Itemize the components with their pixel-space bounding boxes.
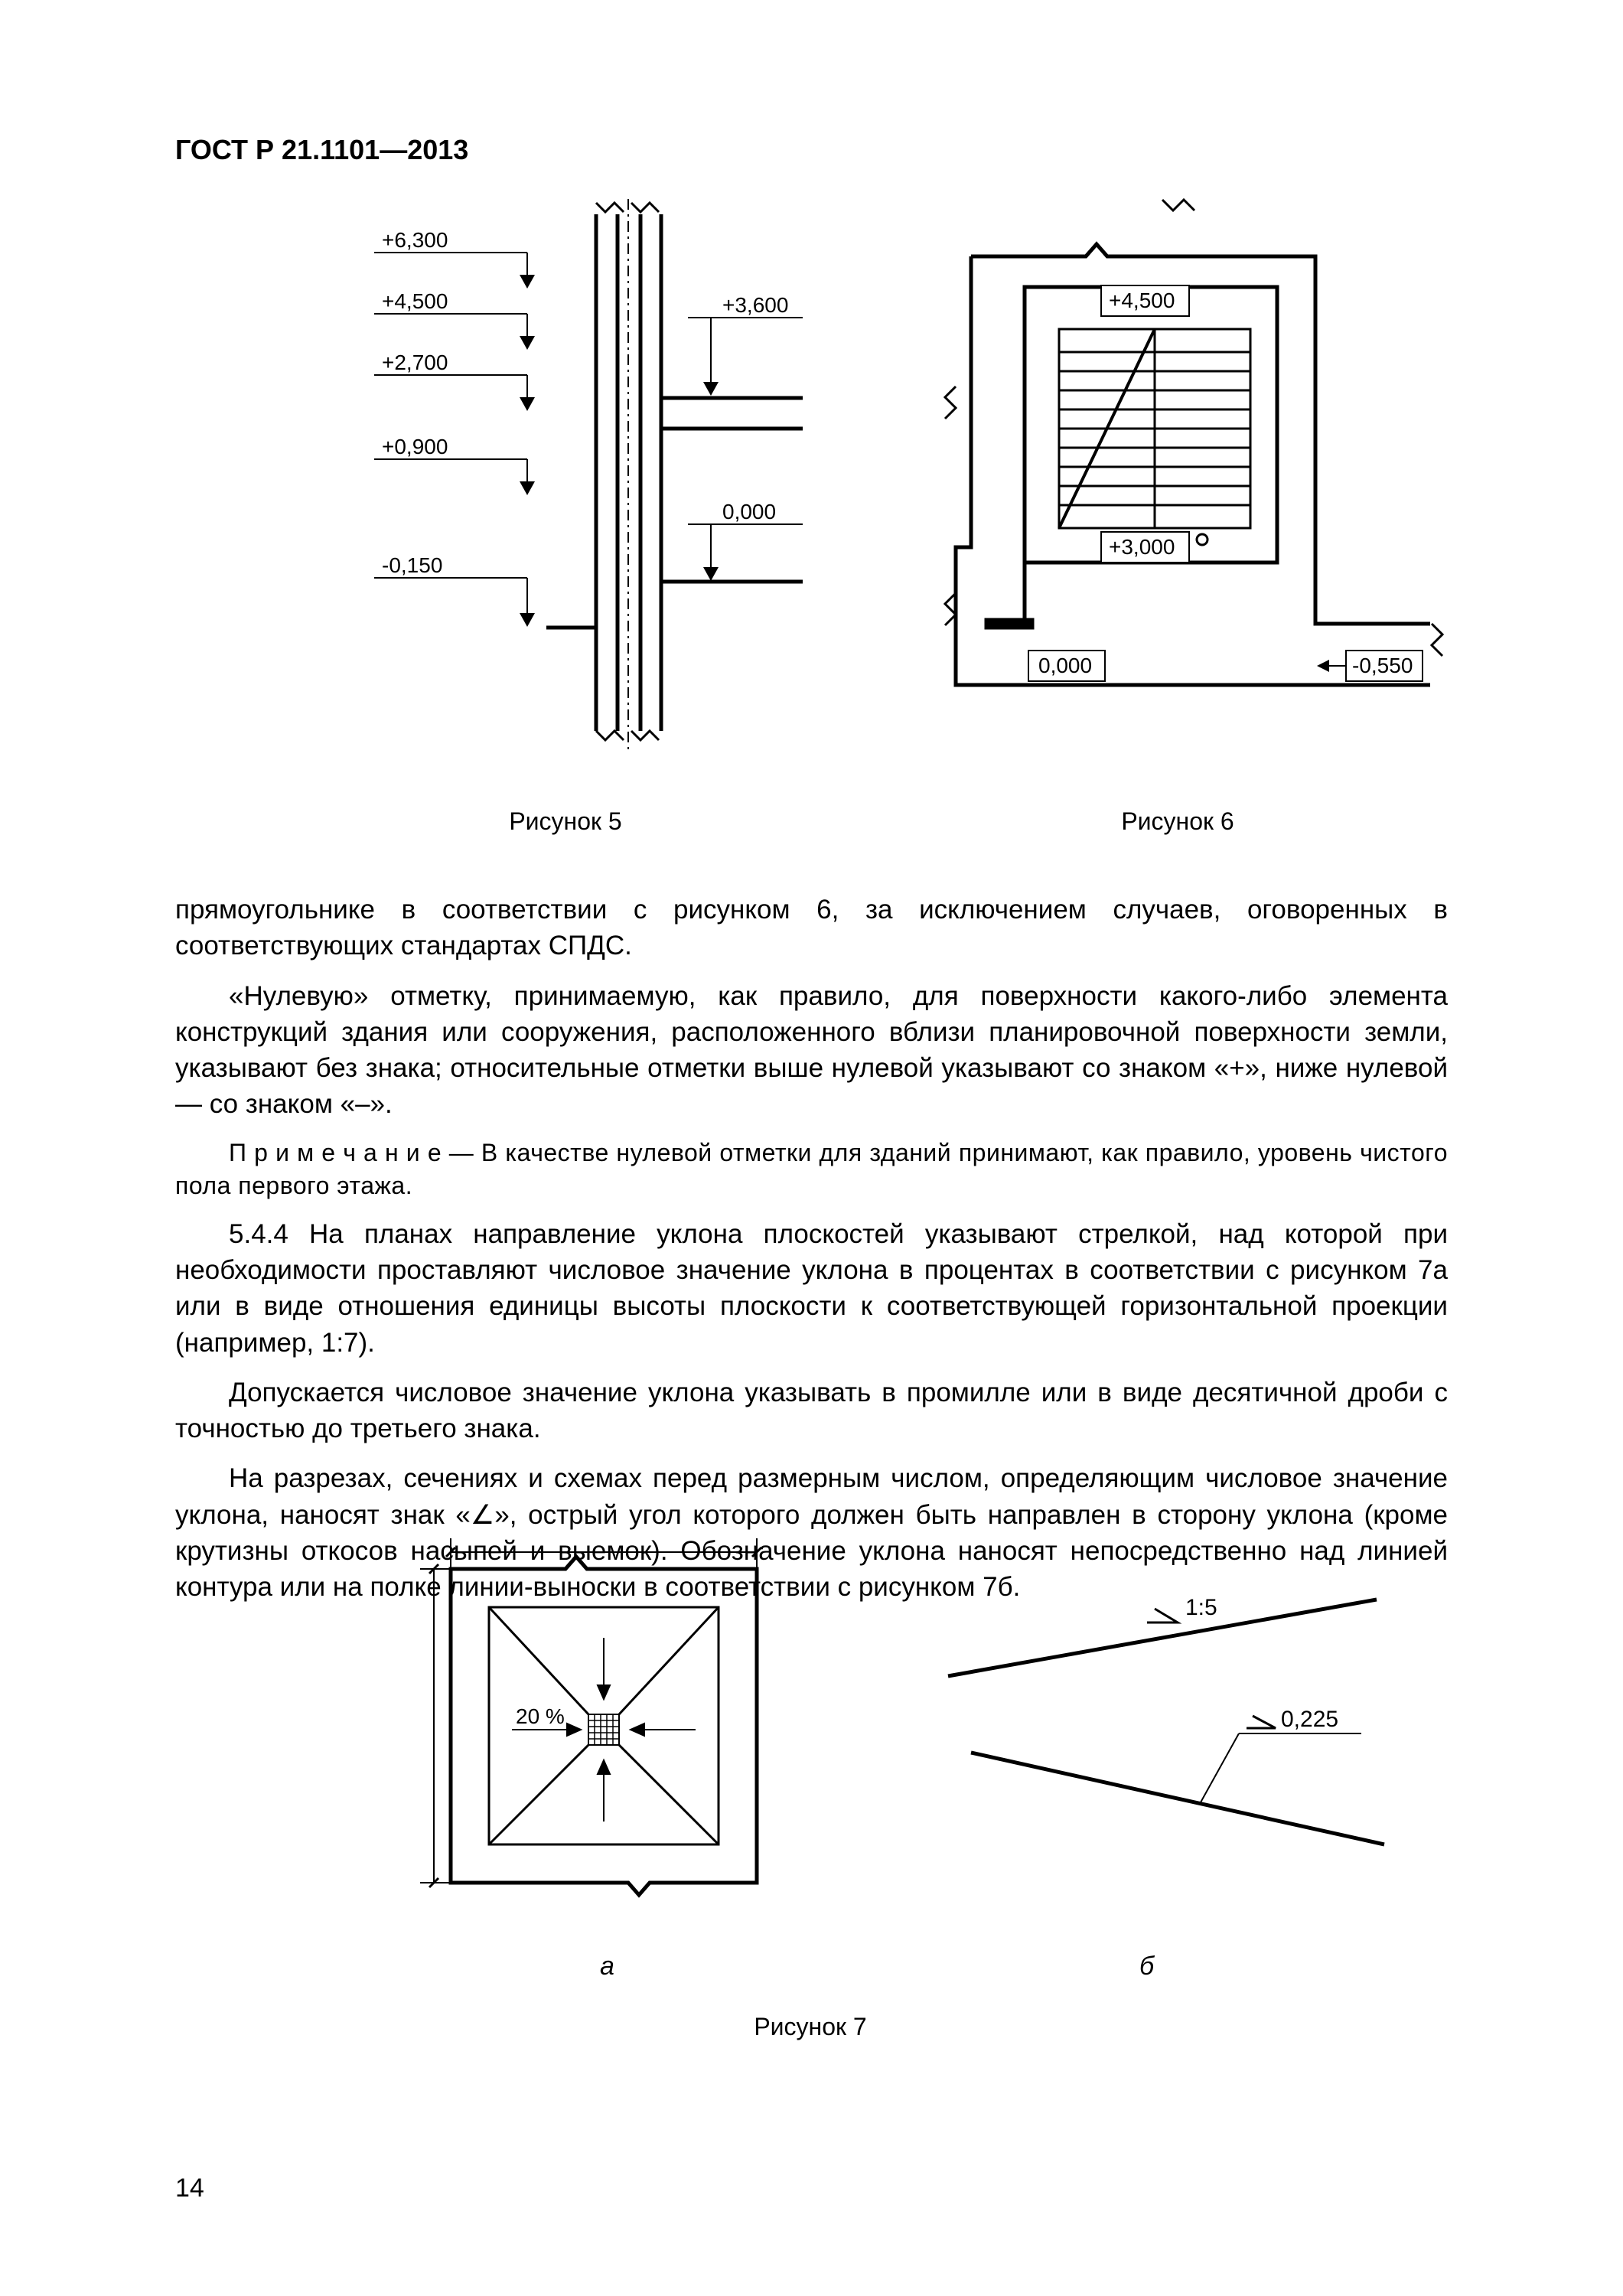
- page: ГОСТ Р 21.1101—2013: [0, 0, 1623, 2296]
- paragraph-3: 5.4.4 На планах направление уклона плоск…: [175, 1216, 1448, 1361]
- figure-6-svg: +4,500 +3,000 0,000 -0,550: [910, 195, 1445, 769]
- figure-6-caption: Рисунок 6: [1063, 807, 1292, 836]
- fig6-label-2: 0,000: [1038, 654, 1092, 677]
- note-paragraph: П р и м е ч а н и е — В качестве нулевой…: [175, 1137, 1448, 1202]
- fig7a-slope-label: 20 %: [516, 1704, 565, 1728]
- figure-7-caption: Рисунок 7: [726, 2013, 895, 2041]
- figure-5-svg: +6,300 +4,500 +2,700 +0,900 -0,150 +3,60…: [328, 195, 833, 769]
- fig5-label-1: +4,500: [382, 289, 448, 313]
- fig5-label-2: +2,700: [382, 351, 448, 374]
- fig6-label-3: -0,550: [1352, 654, 1413, 677]
- fig5-label-5: +3,600: [722, 293, 788, 317]
- figure-5-caption: Рисунок 5: [451, 807, 680, 836]
- standard-code-header: ГОСТ Р 21.1101—2013: [175, 134, 468, 166]
- body-text-block: прямоугольнике в соответствии с рисунком…: [175, 892, 1448, 1619]
- fig7b-slope2-label: 0,225: [1281, 1707, 1338, 1732]
- figure-7: 20 %: [175, 1523, 1448, 2097]
- fig5-label-3: +0,900: [382, 435, 448, 458]
- fig7b-slope1-label: 1:5: [1185, 1595, 1217, 1620]
- page-number: 14: [175, 2174, 204, 2203]
- figure-7a-sublabel: а: [600, 1952, 614, 1981]
- figure-7b-svg: 1:5 0,225: [917, 1554, 1415, 1875]
- figure-5: +6,300 +4,500 +2,700 +0,900 -0,150 +3,60…: [328, 195, 833, 769]
- figure-6: +4,500 +3,000 0,000 -0,550: [910, 195, 1445, 769]
- fig5-label-0: +6,300: [382, 228, 448, 252]
- paragraph-4: Допускается числовое значение уклона ука…: [175, 1375, 1448, 1447]
- fig6-label-1: +3,000: [1109, 535, 1175, 559]
- paragraph-2: «Нулевую» отметку, принимаемую, как прав…: [175, 978, 1448, 1123]
- fig5-label-4: -0,150: [382, 553, 442, 577]
- fig5-label-6: 0,000: [722, 500, 776, 523]
- figure-7a-svg: 20 %: [405, 1523, 826, 1952]
- figure-7b-sublabel: б: [1139, 1952, 1154, 1981]
- paragraph-1: прямоугольнике в соответствии с рисунком…: [175, 892, 1448, 964]
- fig6-label-0: +4,500: [1109, 289, 1175, 312]
- figures-top-row: +6,300 +4,500 +2,700 +0,900 -0,150 +3,60…: [175, 195, 1448, 846]
